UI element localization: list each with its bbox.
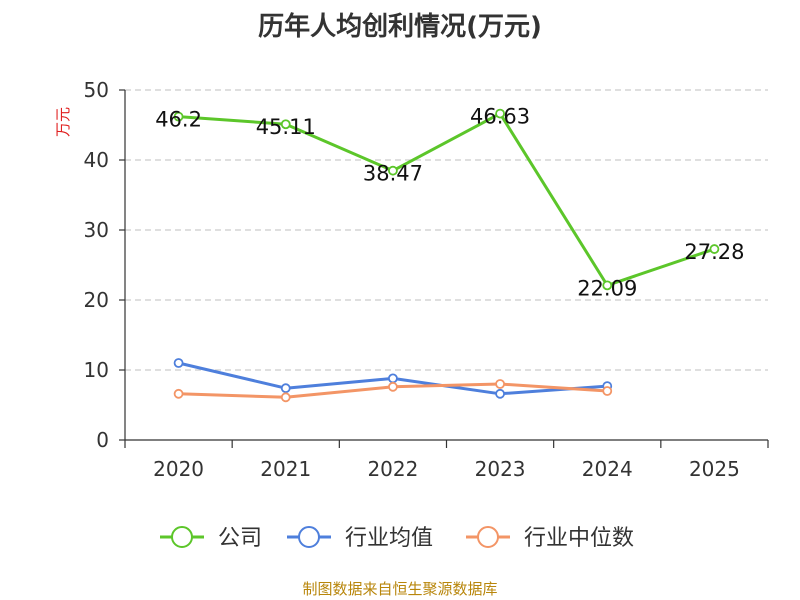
x-tick-label: 2023 bbox=[475, 457, 526, 481]
y-tick-label: 50 bbox=[84, 78, 109, 102]
series-line-0 bbox=[178, 112, 715, 287]
legend-label: 行业中位数 bbox=[524, 526, 634, 551]
data-label: 46.2 bbox=[155, 108, 202, 132]
legend-swatch-marker bbox=[171, 526, 193, 548]
y-tick-label: 0 bbox=[96, 428, 109, 452]
data-label: 45.11 bbox=[256, 115, 316, 139]
x-tick-label: 2020 bbox=[153, 457, 204, 481]
data-point bbox=[173, 111, 184, 122]
data-point bbox=[173, 358, 184, 368]
data-point bbox=[495, 388, 505, 399]
legend-swatch-marker bbox=[298, 526, 320, 548]
data-point bbox=[495, 108, 505, 119]
data-point bbox=[602, 386, 613, 396]
x-tick-label: 2024 bbox=[582, 457, 633, 481]
data-point bbox=[388, 165, 398, 176]
legend-swatch-marker bbox=[477, 526, 499, 548]
chart-title: 历年人均创利情况(万元) bbox=[258, 12, 542, 42]
data-point bbox=[173, 388, 184, 399]
data-label: 38.47 bbox=[363, 162, 423, 186]
y-axis-label: 万元 bbox=[54, 107, 72, 137]
data-point bbox=[709, 244, 720, 254]
y-tick-label: 40 bbox=[84, 148, 109, 172]
data-point bbox=[388, 381, 398, 392]
data-label: 22.09 bbox=[577, 276, 637, 300]
legend-label: 行业均值 bbox=[345, 526, 433, 551]
data-point bbox=[602, 280, 613, 291]
y-tick-label: 10 bbox=[84, 358, 109, 382]
source-note: 制图数据来自恒生聚源数据库 bbox=[302, 580, 498, 598]
data-point bbox=[280, 119, 291, 130]
data-point bbox=[280, 392, 291, 403]
data-point bbox=[388, 373, 398, 384]
x-tick-label: 2021 bbox=[260, 457, 311, 481]
y-tick-label: 20 bbox=[84, 288, 109, 312]
data-label: 46.63 bbox=[470, 105, 530, 129]
legend-label: 公司 bbox=[218, 526, 262, 551]
x-tick-label: 2022 bbox=[367, 457, 418, 481]
data-point bbox=[280, 383, 291, 394]
data-point bbox=[495, 379, 505, 389]
x-tick-label: 2025 bbox=[689, 457, 740, 481]
y-tick-label: 30 bbox=[84, 218, 109, 242]
data-label: 27.28 bbox=[684, 240, 744, 264]
